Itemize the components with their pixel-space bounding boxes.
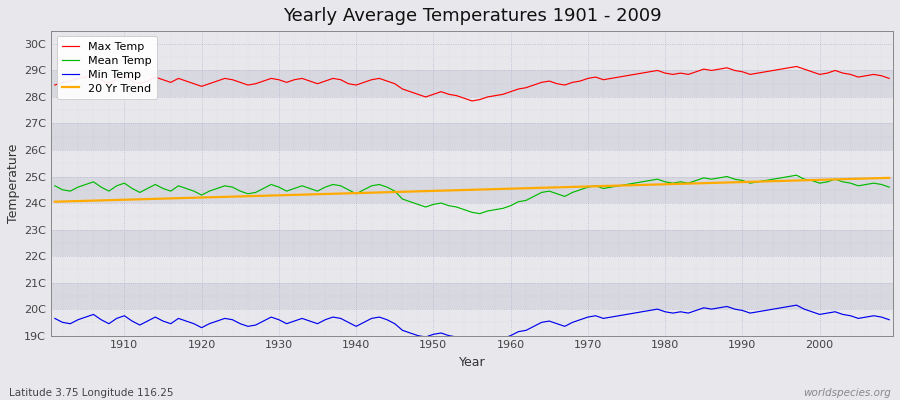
Min Temp bbox=[112, 316, 122, 321]
Bar bbox=[51, 176, 893, 203]
Line: Mean Temp: Mean Temp bbox=[55, 175, 889, 214]
Mean Temp bbox=[513, 199, 524, 204]
Mean Temp bbox=[474, 211, 485, 216]
Min Temp bbox=[474, 341, 485, 346]
Max Temp bbox=[281, 80, 292, 85]
Max Temp bbox=[606, 76, 616, 81]
Min Temp bbox=[328, 315, 338, 320]
Bar bbox=[51, 309, 893, 336]
Mean Temp bbox=[112, 184, 122, 188]
Mean Temp bbox=[606, 185, 616, 190]
Max Temp bbox=[112, 76, 122, 81]
20 Yr Trend bbox=[281, 193, 292, 198]
Max Temp bbox=[50, 83, 60, 88]
Mean Temp bbox=[281, 189, 292, 194]
Mean Temp bbox=[328, 182, 338, 187]
Line: Max Temp: Max Temp bbox=[55, 66, 889, 101]
20 Yr Trend bbox=[498, 186, 508, 191]
Mean Temp bbox=[505, 203, 516, 208]
Mean Temp bbox=[884, 185, 895, 190]
Bar bbox=[51, 230, 893, 256]
Legend: Max Temp, Mean Temp, Min Temp, 20 Yr Trend: Max Temp, Mean Temp, Min Temp, 20 Yr Tre… bbox=[57, 36, 157, 99]
Max Temp bbox=[513, 87, 524, 92]
20 Yr Trend bbox=[505, 186, 516, 191]
Bar bbox=[51, 256, 893, 283]
Max Temp bbox=[505, 89, 516, 94]
Bar bbox=[51, 283, 893, 309]
Max Temp bbox=[466, 98, 477, 103]
20 Yr Trend bbox=[328, 191, 338, 196]
Min Temp bbox=[513, 329, 524, 334]
20 Yr Trend bbox=[598, 184, 608, 188]
Bar bbox=[51, 203, 893, 230]
Bar bbox=[51, 150, 893, 176]
Y-axis label: Temperature: Temperature bbox=[7, 144, 20, 223]
Text: worldspecies.org: worldspecies.org bbox=[803, 388, 891, 398]
20 Yr Trend bbox=[112, 198, 122, 202]
Min Temp bbox=[606, 315, 616, 320]
Max Temp bbox=[328, 76, 338, 81]
Bar bbox=[51, 124, 893, 150]
Mean Temp bbox=[791, 173, 802, 178]
Min Temp bbox=[281, 321, 292, 326]
Max Temp bbox=[791, 64, 802, 69]
Text: Latitude 3.75 Longitude 116.25: Latitude 3.75 Longitude 116.25 bbox=[9, 388, 174, 398]
Min Temp bbox=[791, 303, 802, 308]
X-axis label: Year: Year bbox=[459, 356, 485, 369]
Bar bbox=[51, 97, 893, 124]
Line: Min Temp: Min Temp bbox=[55, 305, 889, 344]
20 Yr Trend bbox=[884, 176, 895, 180]
Line: 20 Yr Trend: 20 Yr Trend bbox=[55, 178, 889, 202]
Bar bbox=[51, 44, 893, 70]
Title: Yearly Average Temperatures 1901 - 2009: Yearly Average Temperatures 1901 - 2009 bbox=[283, 7, 662, 25]
Min Temp bbox=[50, 316, 60, 321]
20 Yr Trend bbox=[50, 199, 60, 204]
Min Temp bbox=[884, 317, 895, 322]
Mean Temp bbox=[50, 184, 60, 188]
Max Temp bbox=[884, 76, 895, 81]
Min Temp bbox=[505, 333, 516, 338]
Bar bbox=[51, 70, 893, 97]
